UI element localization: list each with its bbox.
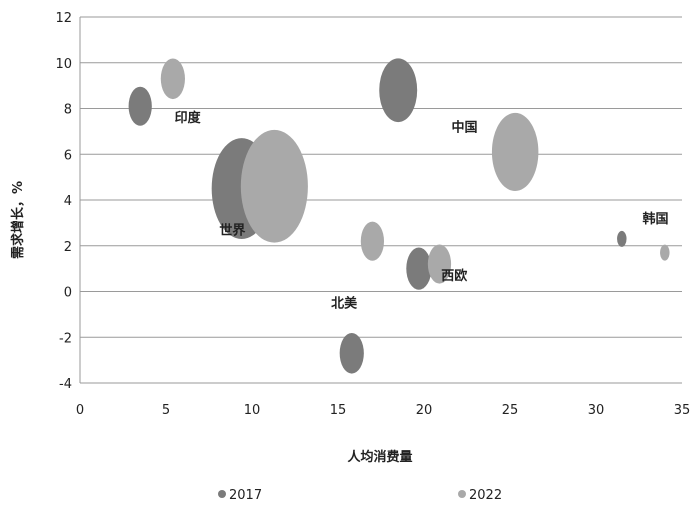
- x-tick-label: 0: [76, 403, 84, 418]
- legend-marker-2022: [458, 490, 466, 498]
- y-tick-label: -2: [59, 331, 72, 346]
- bubble-2017: [339, 332, 364, 374]
- bubble-2017: [379, 58, 418, 123]
- annotation-label: 韩国: [642, 211, 668, 227]
- x-tick-label: 25: [502, 403, 519, 418]
- annotation-label: 中国: [452, 119, 478, 135]
- bubble-2017: [128, 86, 152, 126]
- y-tick-label: -4: [59, 377, 72, 392]
- y-tick-label: 4: [64, 194, 72, 209]
- legend-label-2017: 2017: [229, 488, 262, 503]
- y-tick-label: 6: [64, 148, 72, 163]
- bubble-2022: [360, 221, 385, 261]
- legend-marker-2017: [218, 490, 226, 498]
- x-tick-label: 35: [674, 403, 691, 418]
- x-tick-labels: 0 5 10 15 20 25 30 35: [76, 403, 690, 418]
- y-tick-label: 12: [55, 11, 72, 26]
- x-axis-title: 人均消费量: [347, 449, 412, 465]
- legend: 2017 2022: [218, 488, 502, 503]
- annotation-label: 世界: [219, 222, 245, 238]
- annotation-label: 北美: [331, 296, 358, 312]
- y-tick-labels: -4 -2 0 2 4 6 8 10 12: [55, 11, 72, 392]
- annotation-label: 印度: [175, 110, 202, 126]
- bubble-2022: [160, 58, 185, 100]
- y-tick-label: 2: [64, 240, 72, 255]
- y-tick-label: 8: [64, 103, 72, 118]
- y-tick-label: 10: [55, 57, 72, 72]
- bubble-2022: [240, 129, 308, 243]
- x-tick-label: 30: [588, 403, 605, 418]
- x-tick-label: 20: [416, 403, 433, 418]
- y-tick-label: 0: [64, 286, 72, 301]
- bubbles: [128, 58, 670, 374]
- bubble-2017: [617, 230, 627, 247]
- y-axis-title: 需求增长，%: [10, 181, 26, 259]
- x-tick-label: 5: [162, 403, 170, 418]
- bubble-2017: [406, 247, 432, 290]
- annotation-label: 西欧: [441, 268, 467, 284]
- grid-lines: [79, 16, 682, 384]
- legend-label-2022: 2022: [469, 488, 502, 503]
- bubble-2022: [660, 244, 670, 261]
- bubble-2022: [491, 112, 539, 192]
- x-tick-label: 15: [330, 403, 347, 418]
- bubble-2022: [427, 244, 452, 284]
- x-tick-label: 10: [244, 403, 261, 418]
